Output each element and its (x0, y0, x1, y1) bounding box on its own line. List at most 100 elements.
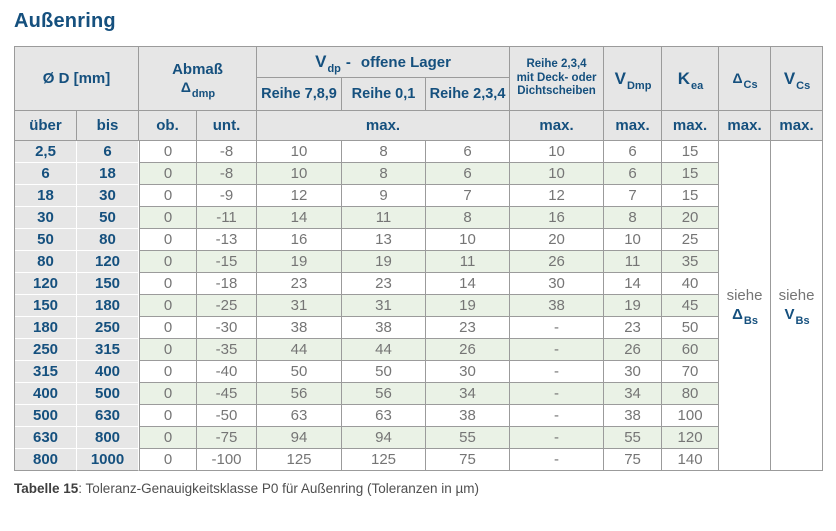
cell-ob: 0 (139, 383, 197, 405)
col-subheader-max-vcs: max. (771, 111, 824, 141)
cell-bis: 400 (77, 361, 139, 383)
cell-kea: 25 (662, 229, 720, 251)
cell-reihe01: 31 (342, 295, 426, 317)
cell-reihe234: 23 (426, 317, 511, 339)
col-header-kea: Kea (662, 47, 720, 111)
cell-unt: -40 (197, 361, 257, 383)
cell-reihe234: 6 (426, 141, 511, 163)
cell-sealed: 10 (510, 141, 605, 163)
cell-ob: 0 (139, 427, 197, 449)
cell-unt: -75 (197, 427, 257, 449)
cell-ueber: 6 (15, 163, 77, 185)
vdp-symbol: V (315, 52, 327, 72)
cell-ueber: 120 (15, 273, 77, 295)
cell-unt: -18 (197, 273, 257, 295)
tolerance-table: Ø D [mm] Abmaß Δdmp Vdp - offene Lager Rei… (14, 46, 824, 471)
cell-reihe789: 19 (257, 251, 342, 273)
cell-reihe01: 50 (342, 361, 426, 383)
cell-unt: -25 (197, 295, 257, 317)
cell-kea: 120 (662, 427, 720, 449)
cell-kea: 15 (662, 185, 720, 207)
col-subheader-max-vdp: max. (257, 111, 511, 141)
col-subheader-ueber: über (15, 111, 77, 141)
cell-vdmp: 11 (604, 251, 663, 273)
col-subheader-max-dcs: max. (719, 111, 772, 141)
cell-kea: 15 (662, 163, 720, 185)
cell-reihe234: 75 (426, 449, 511, 471)
col-subheader-max-vdmp: max. (604, 111, 663, 141)
col-header-delta-cs: ΔCs (719, 47, 772, 111)
cell-unt: -45 (197, 383, 257, 405)
abmass-label: Abmaß (172, 61, 223, 79)
cell-unt: -35 (197, 339, 257, 361)
col-subheader-max-sealed: max. (510, 111, 605, 141)
table-row: 400 500 0 -45 56 56 34-34 80 (15, 383, 823, 405)
cell-vdmp: 55 (604, 427, 663, 449)
col-header-vdp-open: Vdp - offene Lager (257, 47, 511, 78)
table-row: 150 180 0 -25 31 31 19 38 19 45 (15, 295, 823, 317)
cell-reihe01: 63 (342, 405, 426, 427)
cell-sealed: - (510, 339, 605, 361)
cell-ueber: 18 (15, 185, 77, 207)
cell-kea: 140 (662, 449, 720, 471)
cell-reihe01: 56 (342, 383, 426, 405)
col-header-v-cs: VCs (771, 47, 824, 111)
cell-vdmp: 6 (604, 141, 663, 163)
cell-kea: 20 (662, 207, 720, 229)
cell-bis: 150 (77, 273, 139, 295)
table-row: 500 630 0 -50 63 63 38-38 100 (15, 405, 823, 427)
cell-ueber: 2,5 (15, 141, 77, 163)
cell-vdmp: 19 (604, 295, 663, 317)
cell-kea: 40 (662, 273, 720, 295)
cell-ueber: 250 (15, 339, 77, 361)
table-row: 50 80 0 -13 16 13 10 20 10 25 (15, 229, 823, 251)
cell-unt: -30 (197, 317, 257, 339)
cell-reihe01: 11 (342, 207, 426, 229)
cell-bis: 315 (77, 339, 139, 361)
cell-vdmp: 30 (604, 361, 663, 383)
cell-vdmp: 23 (604, 317, 663, 339)
cell-bis: 630 (77, 405, 139, 427)
cell-reihe01: 8 (342, 141, 426, 163)
table-row: 800 1000 0 -100 125 125 75-75 140 (15, 449, 823, 471)
cell-sealed: 30 (510, 273, 605, 295)
cell-bis: 800 (77, 427, 139, 449)
table-row: 250 315 0 -35 44 44 26-26 60 (15, 339, 823, 361)
cell-kea: 100 (662, 405, 720, 427)
cell-bis: 50 (77, 207, 139, 229)
cell-vdmp: 8 (604, 207, 663, 229)
cell-bis: 18 (77, 163, 139, 185)
cell-reihe789: 23 (257, 273, 342, 295)
cell-reihe01: 23 (342, 273, 426, 295)
cell-reihe01: 94 (342, 427, 426, 449)
cell-ob: 0 (139, 405, 197, 427)
cell-ob: 0 (139, 361, 197, 383)
table-row: 80 120 0 -15 19 19 11 26 11 35 (15, 251, 823, 273)
cell-ob: 0 (139, 207, 197, 229)
col-header-reihe234: Reihe 2,3,4 (426, 78, 511, 111)
cell-ueber: 630 (15, 427, 77, 449)
cell-ob: 0 (139, 163, 197, 185)
cell-kea: 80 (662, 383, 720, 405)
cell-reihe789: 63 (257, 405, 342, 427)
col-header-vdmp: VDmp (604, 47, 663, 111)
cell-ob: 0 (139, 273, 197, 295)
cell-reihe789: 44 (257, 339, 342, 361)
cell-reihe789: 56 (257, 383, 342, 405)
cell-reihe234: 38 (426, 405, 511, 427)
table-row: 315 400 0 -40 50 50 30-30 70 (15, 361, 823, 383)
cell-ueber: 800 (15, 449, 77, 471)
cell-sealed: 16 (510, 207, 605, 229)
cell-reihe01: 38 (342, 317, 426, 339)
cell-sealed: - (510, 361, 605, 383)
cell-ueber: 150 (15, 295, 77, 317)
cell-sealed: - (510, 317, 605, 339)
header-row-groups: Ø D [mm] Abmaß Δdmp Vdp - offene Lager Rei… (15, 47, 824, 111)
cell-vdmp: 7 (604, 185, 663, 207)
cell-ueber: 400 (15, 383, 77, 405)
cell-kea: 15 (662, 141, 720, 163)
cell-sealed: - (510, 405, 605, 427)
col-header-reihe789: Reihe 7,8,9 (257, 78, 342, 111)
cell-bis: 250 (77, 317, 139, 339)
cell-unt: -9 (197, 185, 257, 207)
